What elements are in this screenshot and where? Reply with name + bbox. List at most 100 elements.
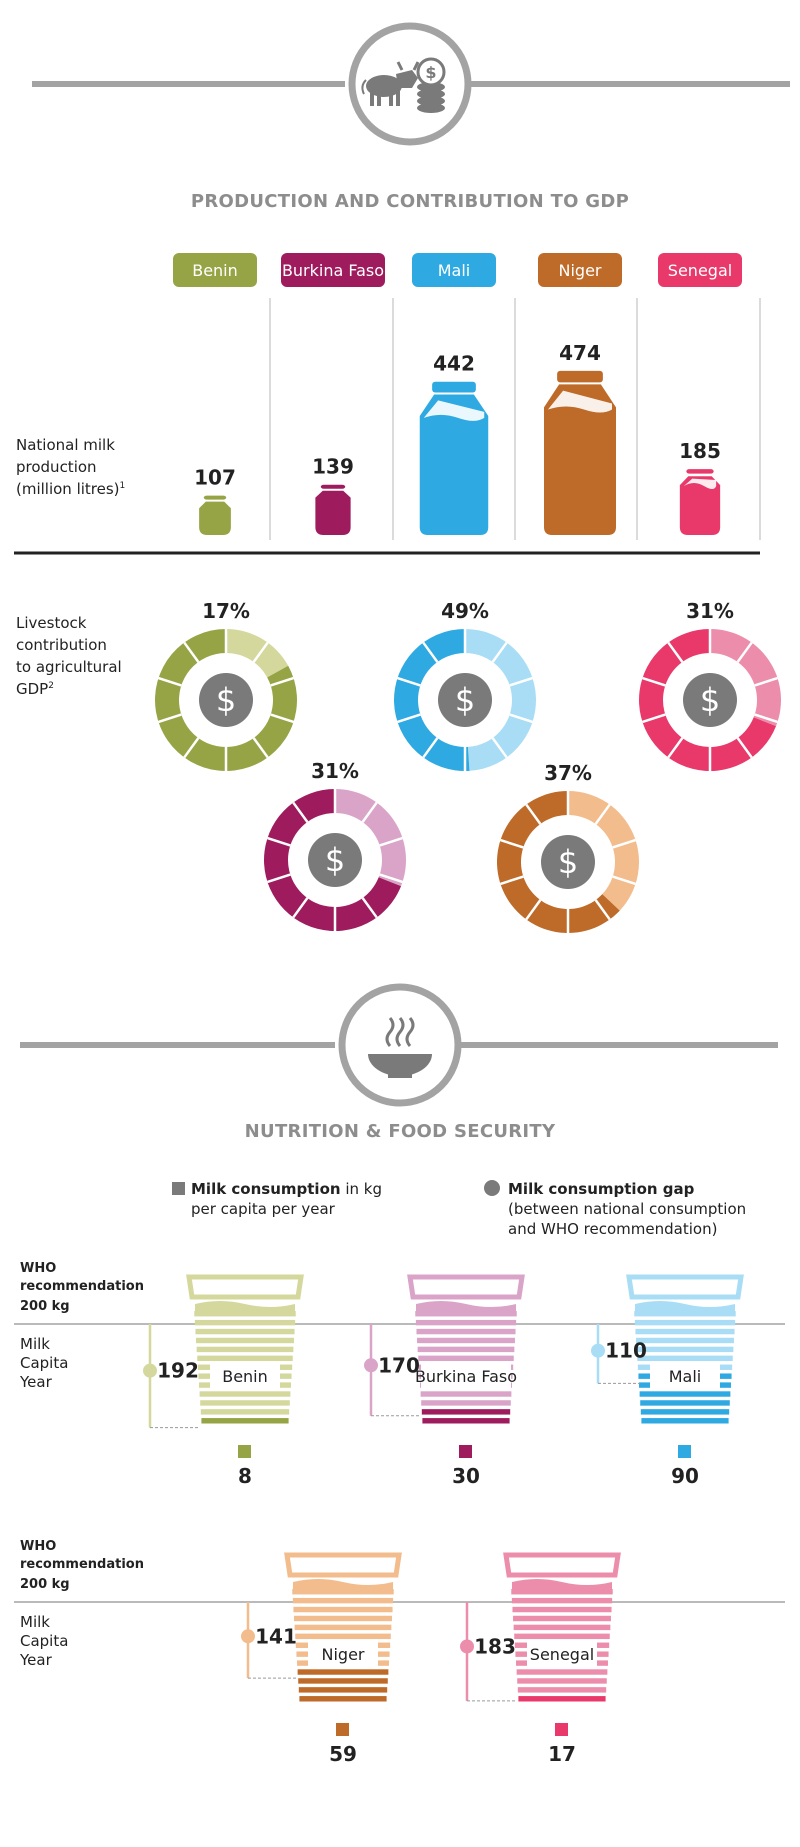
glass-stripe (295, 1633, 391, 1640)
donut-divider (612, 875, 636, 886)
glass-stripe (513, 1624, 611, 1631)
glass-stripe (518, 1696, 606, 1702)
gdp-donut-benin: $17% (155, 599, 298, 771)
milk-glass-senegal: Senegal 183 17 (460, 1552, 621, 1766)
livestock-gdp-label-line3: to agricultural (16, 658, 122, 676)
who-label-line2: recommendation (20, 1557, 144, 1572)
glass-rim (284, 1552, 402, 1578)
gdp-donut-senegal: $31% (639, 599, 782, 771)
bottle-body (544, 384, 616, 535)
donut-divider (183, 641, 200, 663)
gap-value: 141 (255, 1624, 297, 1648)
glass-stripe (421, 1400, 511, 1406)
country-pill-niger: Niger (538, 253, 622, 287)
milk-production-label-line3: (million litres)1 (16, 480, 125, 498)
milk-production-label-text: (million litres) (16, 480, 120, 498)
dollar-sign: $ (325, 841, 345, 879)
donut-segment (155, 629, 298, 771)
footnote-2: 2 (48, 681, 54, 691)
glass-label-bg (650, 1364, 720, 1388)
glass-stripe (511, 1597, 613, 1604)
glass-country-label: Senegal (530, 1645, 594, 1664)
milk-bottle-burkina-faso: 139 (312, 455, 354, 535)
milk-bottles-chart: 107 139 442 474 185 (194, 341, 721, 535)
glass-stripe (634, 1311, 736, 1317)
glass-country-label: Burkina Faso (415, 1367, 517, 1386)
dollar-sign: $ (216, 681, 236, 719)
donut-divider (667, 737, 684, 759)
gap-dot (591, 1343, 605, 1358)
consumption-square (459, 1445, 472, 1458)
glass-stripe (635, 1328, 735, 1335)
glass-stripe (421, 1409, 511, 1415)
donut-divider (491, 641, 508, 663)
glass-stripe (640, 1400, 730, 1406)
donut-divider (500, 838, 524, 849)
bottle-cap (432, 381, 476, 393)
milk-bottle-benin: 107 (194, 466, 236, 535)
gdp-percent-label: 49% (441, 599, 489, 623)
milk-glass-benin: Benin 192 8 (143, 1274, 304, 1488)
milk-surface (416, 1301, 516, 1312)
glass-country-label: Niger (322, 1645, 365, 1664)
donut-divider (397, 676, 421, 687)
section-title-production: PRODUCTION AND CONTRIBUTION TO GDP (191, 191, 629, 212)
country-pill-mali: Mali (412, 253, 496, 287)
donut-divider (594, 803, 611, 825)
donut-divider (267, 836, 291, 847)
glass-stripe (514, 1633, 610, 1640)
milk-glass-mali: Mali 110 90 (591, 1274, 744, 1488)
glass-stripe (517, 1687, 607, 1693)
country-pill-benin: Benin (173, 253, 257, 287)
section-title-nutrition: NUTRITION & FOOD SECURITY (245, 1121, 556, 1142)
glass-rim (503, 1552, 621, 1578)
donut-segment (394, 629, 470, 771)
bottle-cap (320, 484, 346, 489)
bottle-cap (557, 370, 603, 383)
milk-glass-niger: Niger 141 59 (241, 1552, 402, 1766)
legend-square-icon (172, 1182, 185, 1195)
capita-label-line3: Year (19, 1373, 53, 1391)
dollar-coin-icon (308, 833, 362, 887)
milk-production-value: 474 (559, 341, 601, 365)
donut-divider (158, 713, 182, 724)
consumption-value: 90 (671, 1464, 699, 1488)
glass-stripe (513, 1615, 611, 1622)
country-pill-label: Burkina Faso (282, 261, 384, 280)
glass-stripe (200, 1409, 290, 1415)
donut-divider (642, 676, 666, 687)
country-pill-burkina-faso: Burkina Faso (281, 253, 385, 287)
milk-surface (293, 1579, 393, 1590)
glass-stripe (418, 1355, 514, 1362)
glass-stripe (196, 1346, 294, 1353)
donut-segment (497, 791, 620, 933)
glass-stripe (641, 1418, 729, 1424)
legend-gap-bold: Milk consumption gap (508, 1180, 695, 1198)
glass-stripe (297, 1669, 389, 1675)
glass-stripe (634, 1319, 736, 1326)
donut-divider (642, 713, 666, 724)
donut-divider (667, 641, 684, 663)
consumption-value: 17 (548, 1742, 576, 1766)
glass-stripe (422, 1418, 510, 1424)
legend-circle-icon (484, 1180, 500, 1196)
glass-country-label: Mali (669, 1367, 702, 1386)
who-label-line3: 200 kg (20, 1577, 70, 1592)
capita-label-line2: Capita (20, 1354, 68, 1372)
livestock-gdp-label-line2: contribution (16, 636, 107, 654)
milk-production-label-line1: National milk (16, 436, 115, 454)
dollar-sign: $ (455, 681, 475, 719)
capita-label-line1: Milk (20, 1335, 50, 1353)
bottle-highlight (548, 390, 612, 413)
footnote-1: 1 (120, 481, 126, 491)
glass-stripe (417, 1346, 515, 1353)
glass-rim (626, 1274, 744, 1300)
glass-label-bg (308, 1642, 378, 1666)
who-label-line1: WHO (20, 1261, 56, 1276)
country-pills: Benin Burkina Faso Mali Niger Senegal (173, 253, 742, 287)
gap-dot (143, 1363, 157, 1378)
gdp-percent-label: 31% (686, 599, 734, 623)
donut-divider (525, 899, 542, 921)
